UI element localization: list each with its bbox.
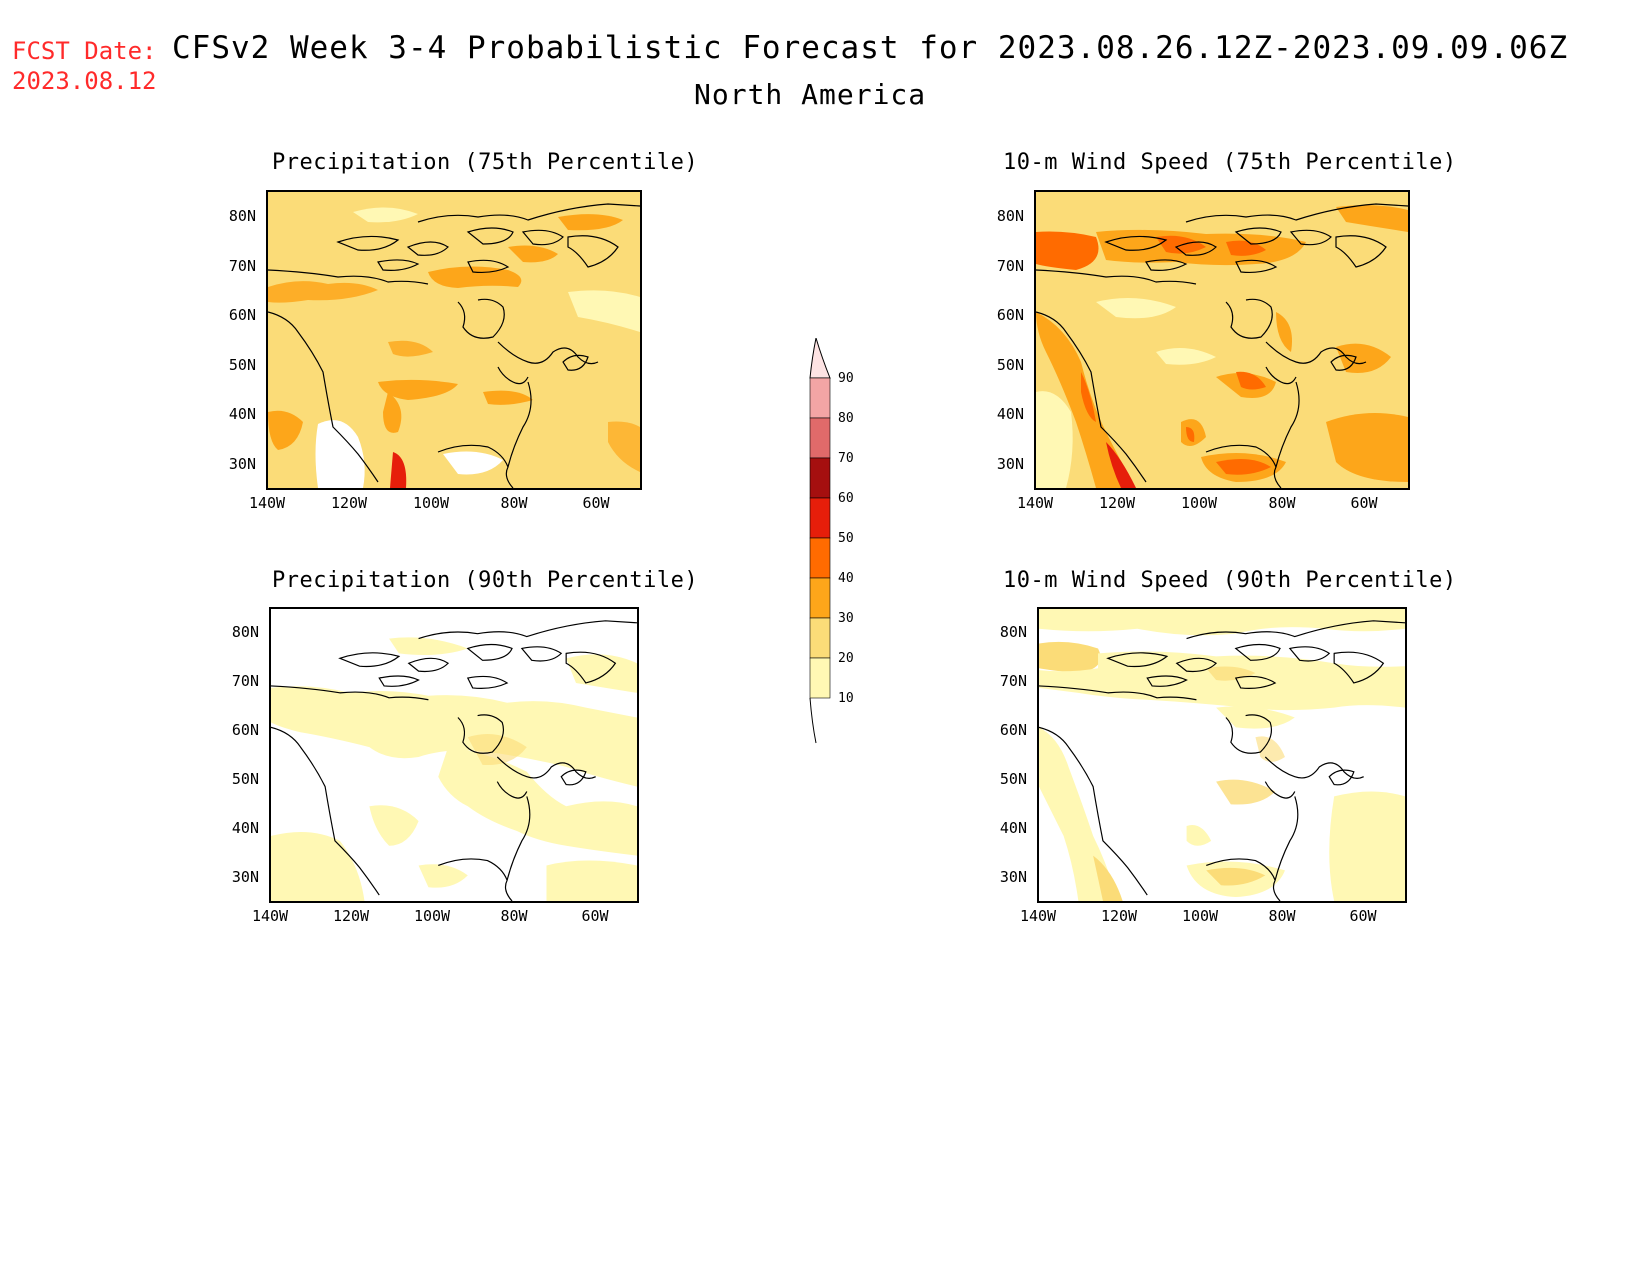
lat-label: 40N	[231, 819, 259, 837]
lon-label: 120W	[332, 907, 370, 925]
page-title: CFSv2 Week 3-4 Probabilistic Forecast fo…	[172, 30, 1569, 66]
lat-label: 70N	[999, 672, 1027, 690]
lon-label: 80W	[1268, 494, 1296, 512]
map-wind-90-field	[1039, 609, 1405, 901]
lat-label: 40N	[996, 405, 1024, 423]
lat-label: 70N	[231, 672, 259, 690]
panel-title-wind-75: 10-m Wind Speed (75th Percentile)	[1003, 150, 1457, 175]
lat-label: 60N	[228, 306, 256, 324]
colorbar-label: 80	[838, 411, 854, 426]
colorbar-swatches	[809, 338, 831, 744]
lon-label: 60W	[582, 494, 610, 512]
colorbar-top-cap	[809, 338, 831, 379]
lat-label: 40N	[228, 405, 256, 423]
map-precip-75-field	[268, 203, 640, 488]
lon-label: 60W	[581, 907, 609, 925]
lon-label: 100W	[1181, 907, 1219, 925]
lon-label: 120W	[1100, 907, 1138, 925]
map-precip-90	[269, 607, 639, 903]
lon-label: 120W	[330, 494, 368, 512]
colorbar-swatch-80-90	[809, 377, 831, 419]
colorbar-label: 30	[838, 611, 854, 626]
lat-label: 40N	[999, 819, 1027, 837]
forecast-date-value: 2023.08.12	[12, 67, 157, 95]
map-wind-90	[1037, 607, 1407, 903]
panel-title-wind-90: 10-m Wind Speed (90th Percentile)	[1003, 568, 1457, 593]
map-precip-75	[266, 190, 642, 490]
lon-label: 140W	[248, 494, 286, 512]
colorbar-swatch-50-60	[809, 497, 831, 539]
lon-label: 140W	[251, 907, 289, 925]
map-wind-75-field	[1036, 203, 1408, 488]
colorbar-swatch-40-50	[809, 537, 831, 579]
forecast-date-label: FCST Date:	[12, 37, 157, 65]
lon-label: 100W	[412, 494, 450, 512]
colorbar-swatch-10-20	[809, 657, 831, 699]
colorbar-label: 90	[838, 371, 854, 386]
lat-label: 50N	[228, 356, 256, 374]
colorbar-label: 50	[838, 531, 854, 546]
lat-label: 80N	[231, 623, 259, 641]
map-precip-90-field	[271, 620, 637, 901]
colorbar-swatch-60-70	[809, 457, 831, 499]
lon-label: 60W	[1349, 907, 1377, 925]
colorbar-swatch-70-80	[809, 417, 831, 459]
lon-label: 80W	[500, 494, 528, 512]
lon-label: 100W	[1180, 494, 1218, 512]
colorbar-swatch-30-40	[809, 577, 831, 619]
panel-title-precip-75: Precipitation (75th Percentile)	[272, 150, 699, 175]
lat-label: 50N	[231, 770, 259, 788]
lat-label: 80N	[996, 207, 1024, 225]
colorbar-label: 20	[838, 651, 854, 666]
region-label: North America	[694, 78, 927, 111]
lat-label: 60N	[999, 721, 1027, 739]
colorbar-label: 40	[838, 571, 854, 586]
colorbar-label: 60	[838, 491, 854, 506]
lat-label: 80N	[228, 207, 256, 225]
lon-label: 80W	[1268, 907, 1296, 925]
colorbar-swatch-20-30	[809, 617, 831, 659]
lat-label: 50N	[996, 356, 1024, 374]
lat-label: 70N	[228, 257, 256, 275]
lon-label: 60W	[1350, 494, 1378, 512]
lon-label: 140W	[1019, 907, 1057, 925]
lat-label: 60N	[996, 306, 1024, 324]
lat-label: 30N	[231, 868, 259, 886]
colorbar-label: 70	[838, 451, 854, 466]
lon-label: 140W	[1016, 494, 1054, 512]
lat-label: 50N	[999, 770, 1027, 788]
lon-label: 120W	[1098, 494, 1136, 512]
colorbar-bottom-cap	[809, 697, 817, 744]
lat-label: 30N	[996, 455, 1024, 473]
forecast-date: FCST Date: 2023.08.12	[12, 36, 157, 96]
panel-title-precip-90: Precipitation (90th Percentile)	[272, 568, 699, 593]
colorbar-label: 10	[838, 691, 854, 706]
lat-label: 30N	[999, 868, 1027, 886]
map-wind-75	[1034, 190, 1410, 490]
lat-label: 30N	[228, 455, 256, 473]
lat-label: 70N	[996, 257, 1024, 275]
lat-label: 60N	[231, 721, 259, 739]
lat-label: 80N	[999, 623, 1027, 641]
lon-label: 100W	[413, 907, 451, 925]
lon-label: 80W	[500, 907, 528, 925]
